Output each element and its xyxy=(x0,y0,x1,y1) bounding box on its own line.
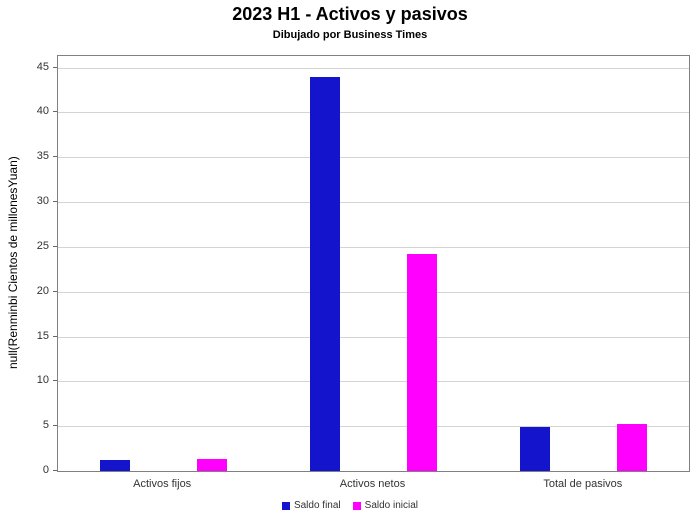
gridline-y-45 xyxy=(58,67,689,69)
legend-item-saldo-final: Saldo final xyxy=(281,500,341,511)
y-tick-label: 0 xyxy=(42,464,49,476)
legend-item-saldo-inicial: Saldo inicial xyxy=(352,500,419,511)
chart-subtitle: Dibujado por Business Times xyxy=(272,29,428,41)
x-category-label-activos-netos: Activos netos xyxy=(339,478,406,490)
bar-saldo-inicial-activos-netos xyxy=(406,254,437,471)
gridline-y-20 xyxy=(58,291,689,293)
x-category-label-total-de-pasivos: Total de pasivos xyxy=(543,478,623,490)
gridline-y-40 xyxy=(58,112,689,114)
gridline-y-15 xyxy=(58,336,689,338)
y-tick-label: 5 xyxy=(42,419,49,432)
bar-saldo-inicial-activos-fijos xyxy=(196,459,227,471)
y-tick-label: 20 xyxy=(36,284,49,297)
plot-area xyxy=(57,55,690,472)
bar-saldo-final-activos-netos xyxy=(310,76,341,471)
y-tick-label: 35 xyxy=(36,150,49,163)
y-tick-mark xyxy=(53,156,57,158)
legend-label: Saldo inicial xyxy=(364,500,419,511)
y-tick-mark xyxy=(53,470,57,471)
gridline-y-5 xyxy=(58,426,689,428)
y-tick-label: 40 xyxy=(36,105,49,118)
y-tick-label: 10 xyxy=(36,374,49,387)
y-tick-mark xyxy=(53,111,57,113)
y-tick-label: 15 xyxy=(36,329,49,342)
bar-saldo-final-total-de-pasivos xyxy=(520,427,551,471)
y-tick-mark xyxy=(53,201,57,203)
y-tick-mark xyxy=(53,290,57,292)
legend-swatch-icon xyxy=(352,501,361,510)
y-tick-mark xyxy=(53,66,57,68)
x-category-label-activos-fijos: Activos fijos xyxy=(133,478,192,490)
y-tick-mark xyxy=(53,245,57,247)
chart-title: 2023 H1 - Activos y pasivos xyxy=(232,4,468,24)
y-tick-mark xyxy=(53,335,57,337)
gridline-y-35 xyxy=(58,157,689,159)
y-tick-label: 30 xyxy=(36,195,49,208)
bar-saldo-final-activos-fijos xyxy=(99,460,130,471)
bar-saldo-inicial-total-de-pasivos xyxy=(617,424,648,471)
y-axis-label: null(Renminbi Cientos de millonesYuan) xyxy=(6,156,20,369)
gridline-y-30 xyxy=(58,202,689,204)
y-tick-label: 45 xyxy=(36,60,49,73)
y-tick-mark xyxy=(53,380,57,382)
gridline-y-25 xyxy=(58,246,689,248)
legend-swatch-icon xyxy=(281,501,290,510)
legend: Saldo final Saldo inicial xyxy=(0,500,700,511)
legend-label: Saldo final xyxy=(293,500,341,511)
y-tick-label: 25 xyxy=(36,239,49,252)
gridline-y-10 xyxy=(58,381,689,383)
y-tick-mark xyxy=(53,425,57,427)
